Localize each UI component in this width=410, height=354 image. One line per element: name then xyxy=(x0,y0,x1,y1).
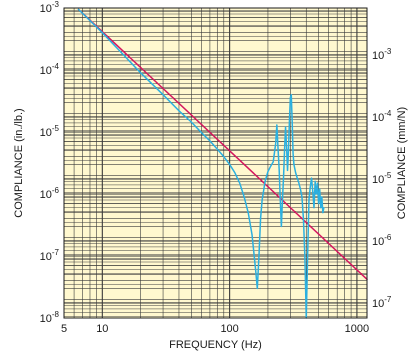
y2-tick-label: 10-4 xyxy=(372,109,392,124)
y2-tick-label: 10-7 xyxy=(372,295,392,310)
y-tick-label: 10-8 xyxy=(40,310,60,325)
plot-background xyxy=(64,8,367,318)
plot-frame xyxy=(63,7,368,319)
y-tick-label: 10-5 xyxy=(40,124,60,139)
x-tick-label: 5 xyxy=(61,323,67,335)
series-line-2 xyxy=(77,8,325,319)
y-tick-label: 10-7 xyxy=(40,248,60,263)
x-axis-ticks: 5 10 100 1000 xyxy=(61,323,369,335)
y2-axis-title: COMPLIANCE (mm/N) xyxy=(396,107,408,219)
y-axis-ticks: 10-3 10-4 10-5 10-6 10-7 10-8 xyxy=(40,0,60,325)
y2-tick-label: 10-6 xyxy=(372,233,392,248)
y2-axis-ticks: 10-3 10-4 10-5 10-6 10-7 xyxy=(372,47,392,310)
y-tick-label: 10-3 xyxy=(40,0,60,15)
x-axis-title: FREQUENCY (Hz) xyxy=(169,339,262,351)
x-tick-label: 1000 xyxy=(345,323,369,335)
series-line-1 xyxy=(77,8,368,281)
y-tick-label: 10-6 xyxy=(40,186,60,201)
x-tick-label: 100 xyxy=(220,323,238,335)
series-layer xyxy=(77,8,368,319)
x-tick-label: 10 xyxy=(96,323,108,335)
grid-major xyxy=(64,8,367,319)
y2-tick-label: 10-3 xyxy=(372,47,392,62)
y-tick-label: 10-4 xyxy=(40,62,60,77)
grid-minor xyxy=(63,8,367,318)
y2-tick-label: 10-5 xyxy=(372,171,392,186)
y-axis-title: COMPLIANCE (in./lb.) xyxy=(13,108,25,217)
